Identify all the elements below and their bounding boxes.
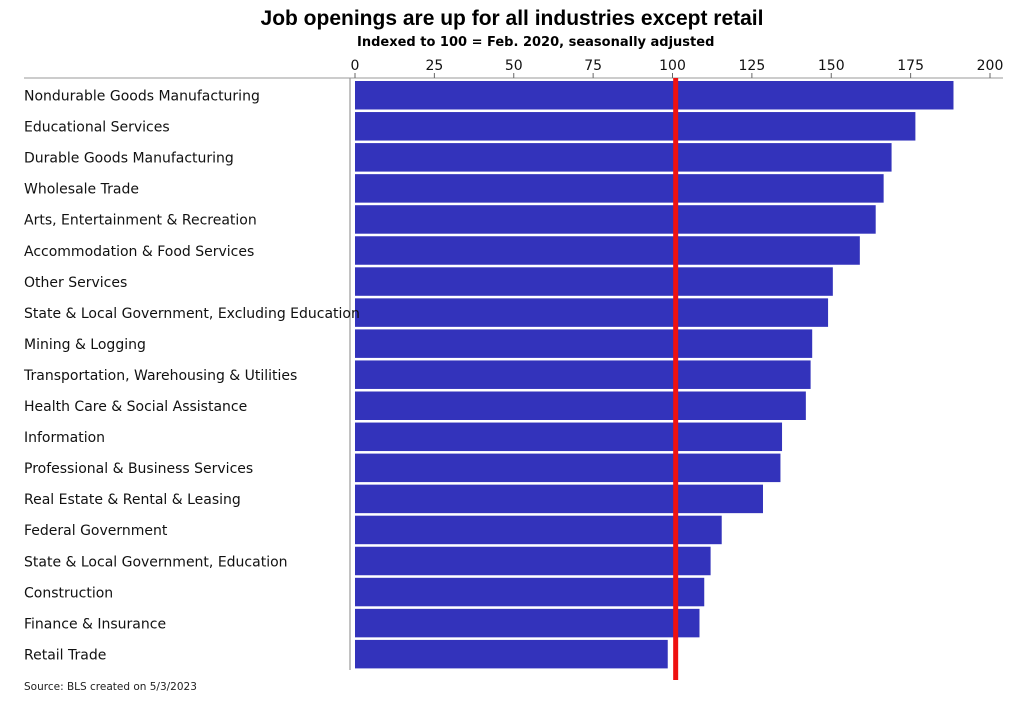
chart-subtitle: Indexed to 100 = Feb. 2020, seasonally a… [357,35,715,50]
category-label: Professional & Business Services [24,461,253,477]
category-label: Nondurable Goods Manufacturing [24,89,260,105]
category-label: Construction [24,585,113,601]
bar [355,174,884,203]
x-tick-label: 175 [897,58,924,74]
bar [355,639,668,669]
x-tick-label: 125 [739,58,766,74]
bar [355,546,711,576]
chart-title: Job openings are up for all industries e… [260,7,764,30]
x-tick-label: 200 [977,58,1004,74]
x-tick-label: 100 [659,58,686,74]
x-axis-ticks: 0 25 50 75 100 125 150 175 200 [351,58,1004,78]
bar [355,81,954,110]
bar [355,298,829,327]
category-label: Mining & Logging [24,337,146,353]
bar [355,391,806,420]
category-label: Other Services [24,275,127,291]
bar [355,143,892,172]
bar [355,267,833,296]
x-tick-label: 0 [351,58,360,74]
category-label: Educational Services [24,120,170,136]
bar [355,608,700,638]
bar [355,422,783,452]
x-tick-label: 25 [425,58,443,74]
category-label: Transportation, Warehousing & Utilities [23,368,297,384]
category-labels: Nondurable Goods Manufacturing Educationa… [23,89,360,664]
bar [355,453,781,483]
category-label: Durable Goods Manufacturing [24,151,234,167]
bar [355,515,722,545]
source-note: Source: BLS created on 5/3/2023 [24,681,197,693]
category-label: Real Estate & Rental & Leasing [24,492,241,508]
category-label: Information [24,430,105,446]
x-tick-label: 150 [818,58,845,74]
x-tick-label: 75 [584,58,602,74]
bar [355,236,860,265]
category-label: Retail Trade [24,647,106,663]
x-tick-label: 50 [505,58,523,74]
category-label: Finance & Insurance [24,616,166,632]
category-label: State & Local Government, Education [24,554,288,570]
category-label: Accommodation & Food Services [24,244,254,260]
category-label: Arts, Entertainment & Recreation [24,213,257,229]
bar [355,360,811,389]
category-label: Federal Government [24,523,168,539]
bar [355,577,705,607]
category-label: Wholesale Trade [24,182,139,198]
bar-series [355,81,954,669]
category-label: State & Local Government, Excluding Educ… [24,306,360,322]
bar [355,205,876,234]
bar [355,484,763,514]
category-label: Health Care & Social Assistance [24,399,247,415]
bar [355,329,813,358]
bar [355,112,916,141]
